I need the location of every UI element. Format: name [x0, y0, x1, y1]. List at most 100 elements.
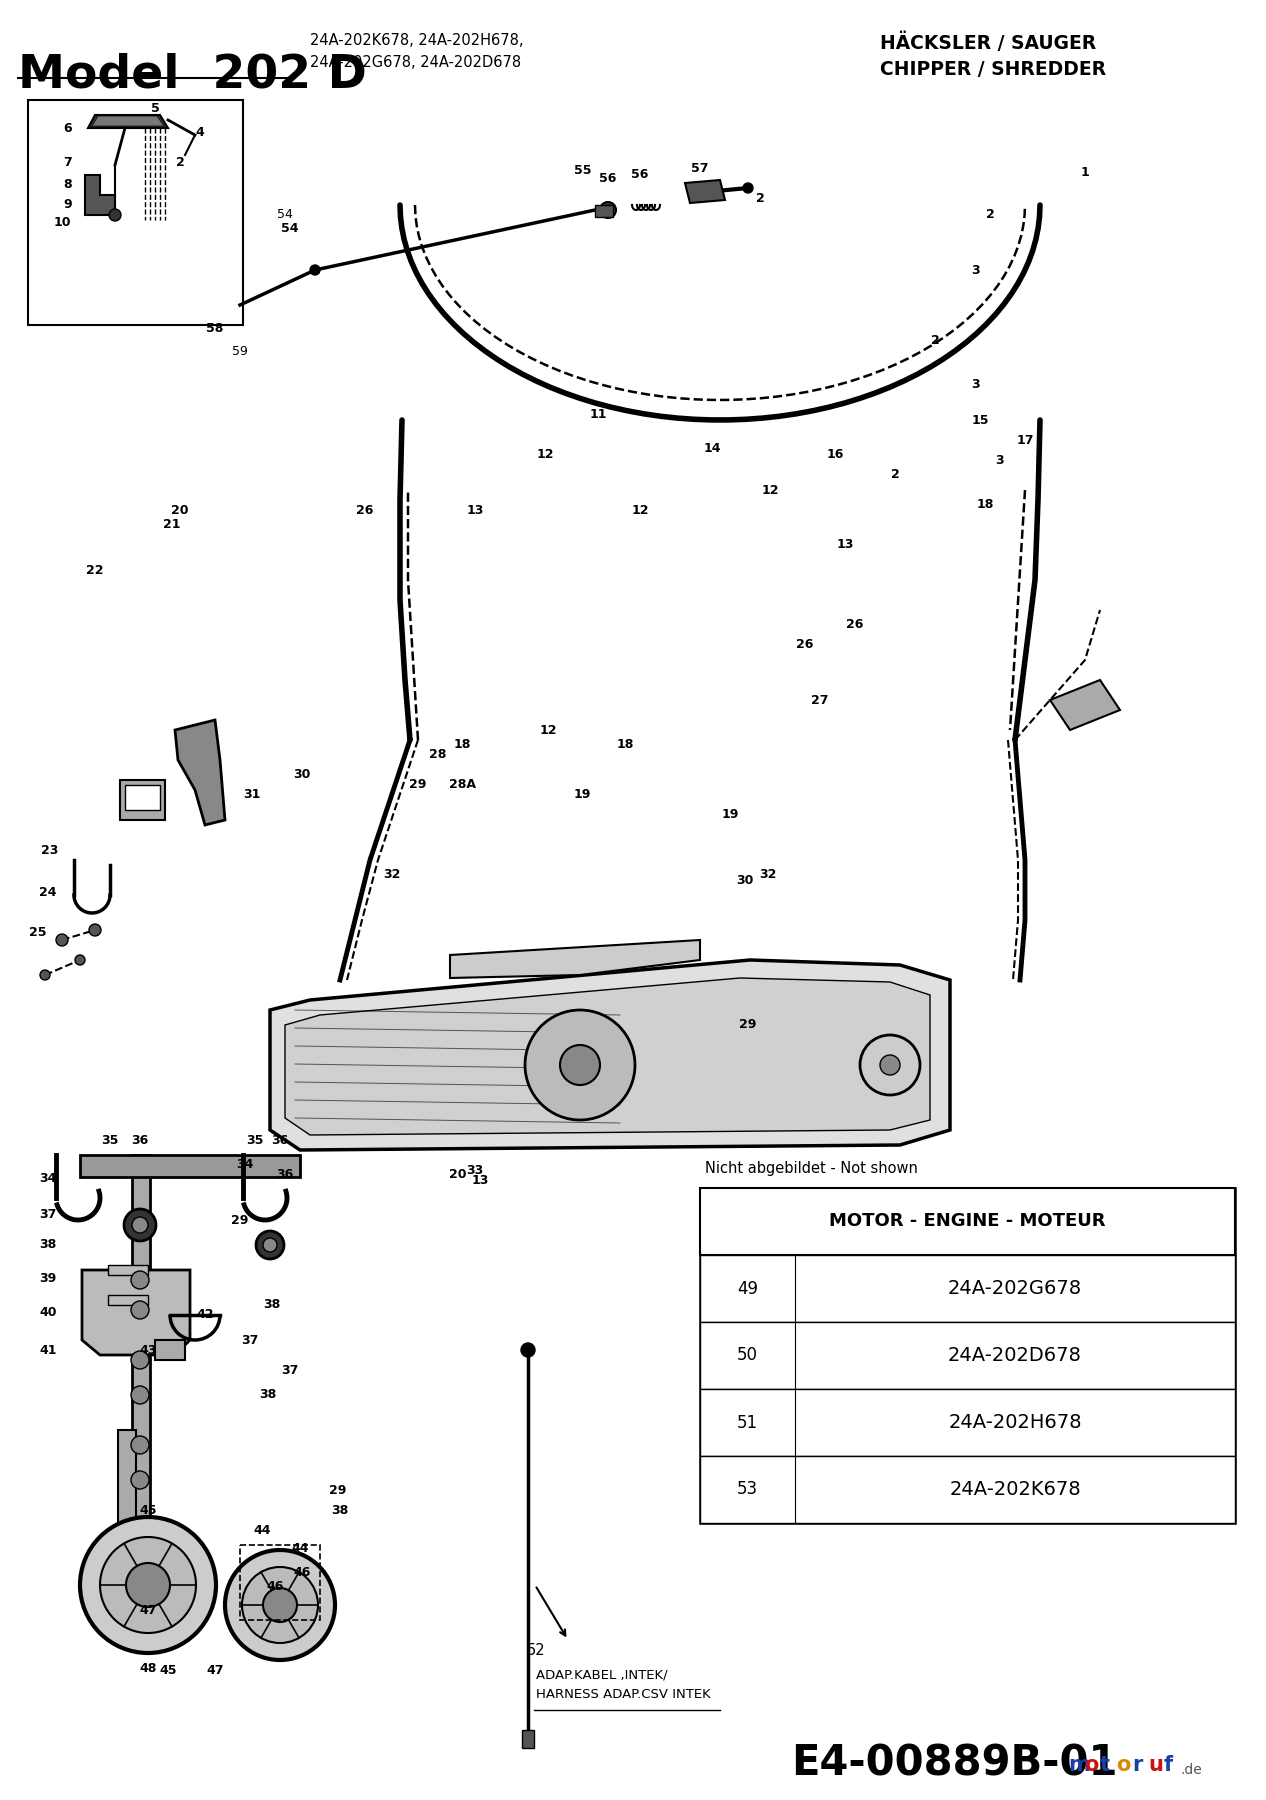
Circle shape — [130, 1436, 149, 1454]
Text: 7: 7 — [63, 155, 72, 169]
Polygon shape — [82, 1271, 190, 1355]
Text: 48: 48 — [139, 1661, 157, 1674]
Text: 18: 18 — [453, 738, 471, 752]
Text: 24A-202K678, 24A-202H678,
24A-202G678, 24A-202D678: 24A-202K678, 24A-202H678, 24A-202G678, 2… — [310, 32, 524, 70]
Bar — [108, 1294, 148, 1305]
Text: 36: 36 — [271, 1134, 289, 1147]
Text: m: m — [1069, 1755, 1090, 1775]
Text: 43: 43 — [139, 1343, 157, 1357]
Text: 46: 46 — [294, 1566, 310, 1579]
Text: 3: 3 — [995, 454, 1004, 466]
Text: 37: 37 — [281, 1364, 299, 1377]
Text: 49: 49 — [737, 1280, 758, 1298]
Bar — [700, 1321, 1236, 1390]
Text: 27: 27 — [812, 693, 829, 706]
Text: 32: 32 — [760, 869, 776, 882]
Bar — [700, 1188, 1236, 1523]
Circle shape — [100, 1537, 196, 1633]
Text: 36: 36 — [132, 1134, 148, 1147]
Bar — [700, 1255, 1236, 1321]
Text: 37: 37 — [39, 1208, 57, 1222]
Circle shape — [525, 1010, 636, 1120]
Text: r: r — [1132, 1755, 1142, 1775]
Polygon shape — [685, 180, 725, 203]
Text: 30: 30 — [294, 769, 310, 781]
Text: MOTOR - ENGINE - MOTEUR: MOTOR - ENGINE - MOTEUR — [829, 1213, 1105, 1231]
Circle shape — [130, 1471, 149, 1489]
Circle shape — [109, 209, 122, 221]
Text: 25: 25 — [29, 925, 47, 938]
Circle shape — [127, 1562, 170, 1607]
Text: 9: 9 — [63, 198, 72, 212]
Bar — [125, 785, 160, 810]
Text: 45: 45 — [139, 1503, 157, 1516]
Circle shape — [256, 1231, 284, 1258]
Circle shape — [263, 1238, 277, 1253]
Text: 33: 33 — [466, 1163, 484, 1177]
Text: 2: 2 — [756, 191, 765, 205]
Text: 13: 13 — [471, 1174, 489, 1186]
Text: 37: 37 — [242, 1334, 258, 1346]
Text: Nicht abgebildet - Not shown: Nicht abgebildet - Not shown — [705, 1161, 918, 1175]
Circle shape — [880, 1055, 900, 1075]
Text: ADAP.KABEL ,INTEK/: ADAP.KABEL ,INTEK/ — [536, 1669, 667, 1681]
Text: Model  202 D: Model 202 D — [18, 52, 367, 97]
Text: 38: 38 — [39, 1238, 57, 1251]
Text: 54: 54 — [281, 221, 299, 234]
Text: 10: 10 — [53, 216, 71, 229]
Text: 16: 16 — [827, 448, 843, 461]
Text: 13: 13 — [837, 538, 853, 551]
Bar — [108, 1265, 148, 1274]
Circle shape — [132, 1217, 148, 1233]
Text: 34: 34 — [39, 1172, 57, 1184]
Text: 40: 40 — [39, 1305, 57, 1318]
Text: 32: 32 — [384, 869, 400, 882]
Text: 47: 47 — [206, 1663, 224, 1676]
Polygon shape — [89, 115, 168, 128]
Text: 2: 2 — [890, 468, 899, 481]
Polygon shape — [285, 977, 931, 1136]
Text: 29: 29 — [409, 778, 427, 792]
Circle shape — [600, 202, 617, 218]
Text: HÄCKSLER / SAUGER: HÄCKSLER / SAUGER — [880, 32, 1096, 54]
Text: 38: 38 — [263, 1298, 281, 1312]
Text: E4-00889B-01: E4-00889B-01 — [791, 1742, 1118, 1784]
Bar — [595, 205, 613, 218]
Text: 19: 19 — [573, 788, 591, 801]
Text: 11: 11 — [589, 409, 606, 421]
Text: 2: 2 — [931, 333, 939, 346]
Text: 44: 44 — [253, 1523, 271, 1537]
Text: o: o — [1084, 1755, 1099, 1775]
Text: f: f — [1163, 1755, 1174, 1775]
Text: t: t — [1100, 1755, 1110, 1775]
Text: 13: 13 — [466, 504, 484, 517]
Bar — [80, 1156, 300, 1177]
Text: 56: 56 — [599, 171, 617, 185]
Bar — [700, 1188, 1236, 1255]
Polygon shape — [449, 940, 700, 977]
Circle shape — [130, 1271, 149, 1289]
Text: 51: 51 — [737, 1413, 758, 1431]
Text: 5: 5 — [151, 101, 160, 115]
Text: 24A-202G678: 24A-202G678 — [948, 1280, 1082, 1298]
Text: 39: 39 — [39, 1271, 57, 1285]
Text: 18: 18 — [976, 499, 994, 511]
Bar — [28, 101, 243, 326]
Text: 42: 42 — [196, 1309, 214, 1321]
Bar — [154, 1339, 185, 1361]
Text: 24: 24 — [39, 886, 57, 898]
Text: 20: 20 — [449, 1168, 467, 1181]
Circle shape — [130, 1352, 149, 1370]
Text: 14: 14 — [703, 441, 720, 454]
Text: 28A: 28A — [448, 778, 476, 792]
Text: 55: 55 — [575, 164, 591, 176]
Text: o: o — [1117, 1755, 1131, 1775]
Bar — [241, 1544, 320, 1620]
Polygon shape — [1050, 680, 1120, 731]
Text: 18: 18 — [617, 738, 634, 752]
Text: 59: 59 — [232, 346, 248, 358]
Text: 12: 12 — [539, 724, 557, 736]
Circle shape — [80, 1517, 216, 1652]
Bar — [700, 1390, 1236, 1456]
Text: 53: 53 — [737, 1480, 758, 1498]
